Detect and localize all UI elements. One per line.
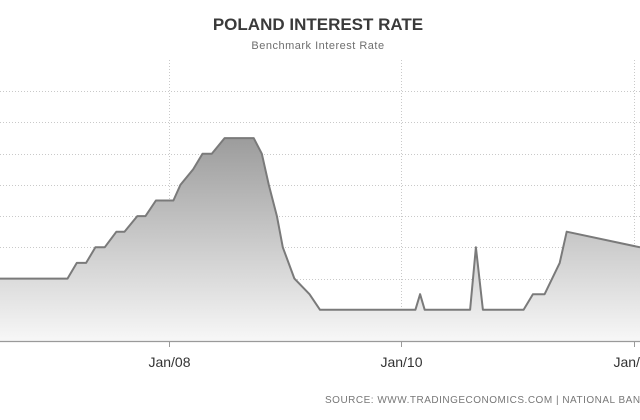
x-axis-ticks: Jan/08 Jan/10 Jan/12 bbox=[148, 341, 640, 370]
series-line bbox=[0, 137, 640, 311]
chart-subtitle: Benchmark Interest Rate bbox=[251, 40, 384, 52]
x-tick-label: Jan/08 bbox=[148, 354, 190, 370]
chart-title: POLAND INTEREST RATE bbox=[213, 15, 423, 34]
x-tick-label: Jan/12 bbox=[613, 354, 640, 370]
x-tick-label: Jan/10 bbox=[380, 354, 422, 370]
source-note: SOURCE: WWW.TRADINGECONOMICS.COM | NATIO… bbox=[325, 395, 640, 406]
